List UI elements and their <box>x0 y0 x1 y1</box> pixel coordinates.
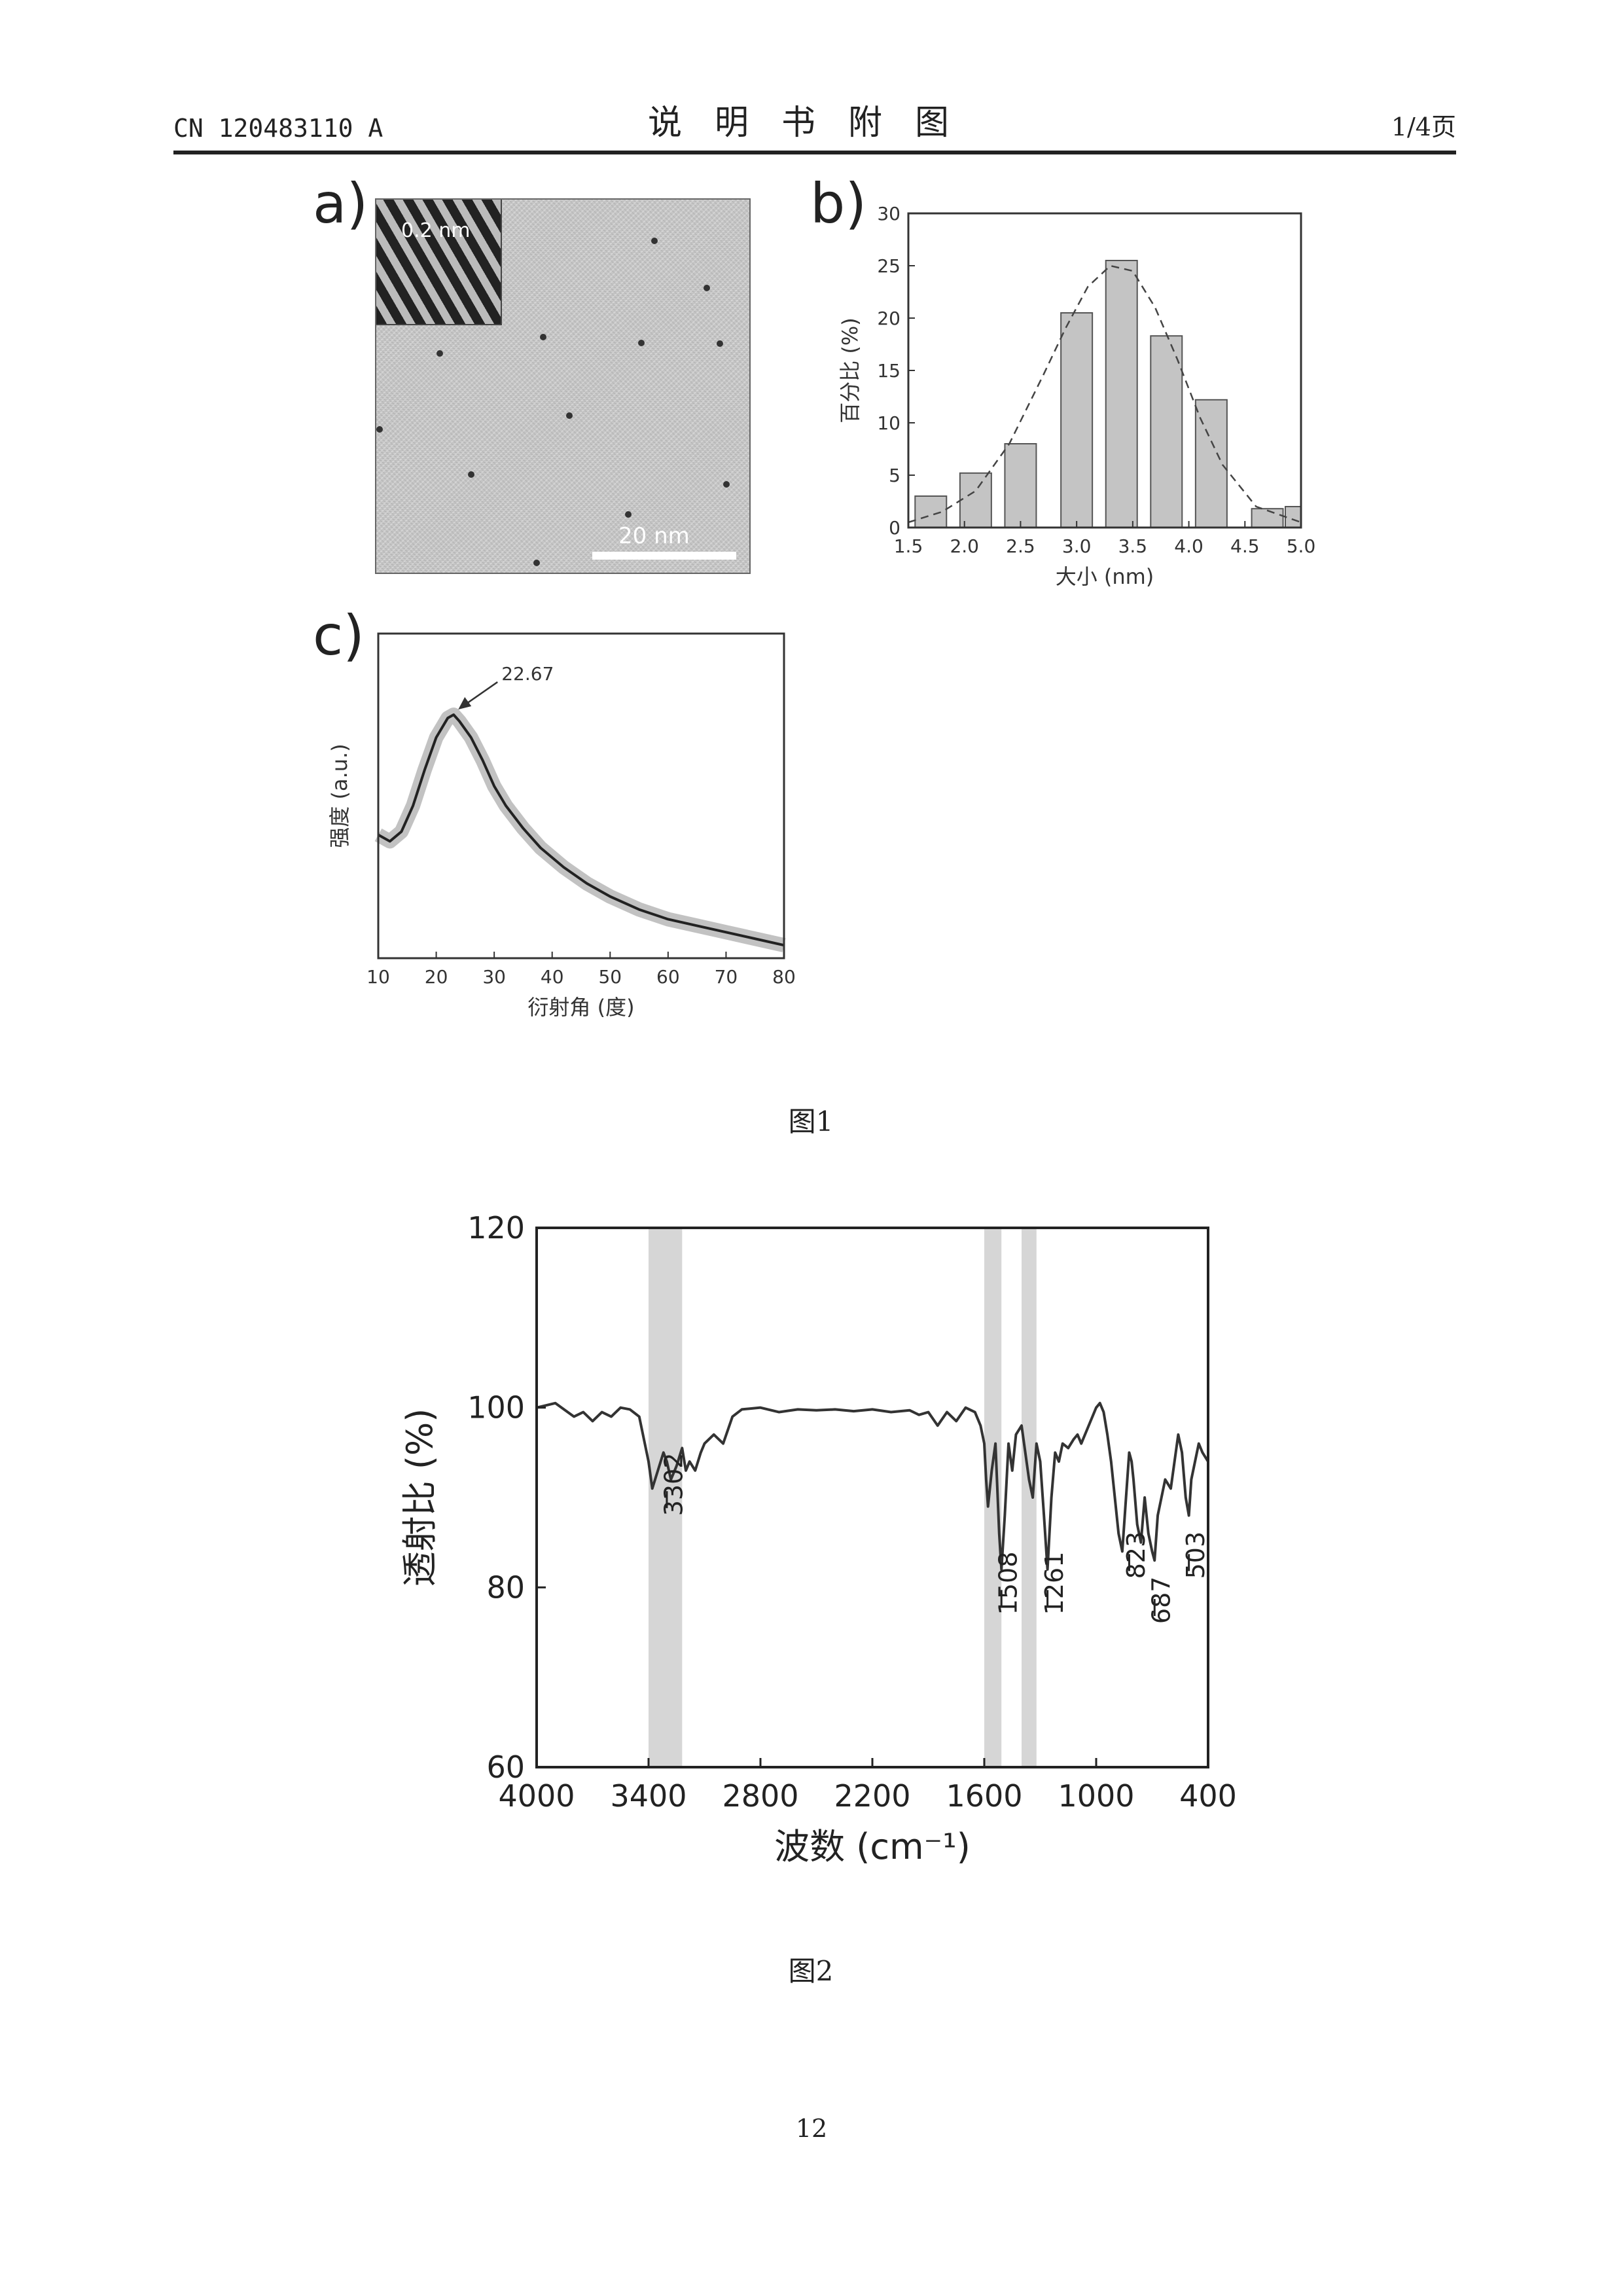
histogram-bar <box>1252 509 1283 528</box>
x-tick-label: 2.5 <box>1006 535 1035 557</box>
y-tick-label: 10 <box>877 412 901 434</box>
x-tick-label: 1600 <box>946 1778 1022 1814</box>
y-tick-label: 120 <box>467 1210 525 1246</box>
highlight-band <box>1022 1228 1037 1767</box>
x-tick-label: 2200 <box>834 1778 910 1814</box>
x-tick-label: 50 <box>598 966 622 988</box>
y-tick-label: 20 <box>877 308 901 329</box>
x-tick-label: 60 <box>656 966 680 988</box>
x-tick-label: 3.0 <box>1062 535 1092 557</box>
y-tick-label: 15 <box>877 360 901 382</box>
x-axis-title: 波数 (cm⁻¹) <box>774 1826 971 1867</box>
xrd-pattern-chart: 10 20 30 40 50 60 70 80 22.67 衍射角 (度) 强度 (a.u.) <box>327 634 796 1020</box>
peak-label: 823 <box>1122 1532 1150 1579</box>
x-tick-label: 4.0 <box>1174 535 1204 557</box>
size-distribution-chart: 1.52.02.53.03.54.04.55.0051015202530大小 (… <box>838 203 1315 589</box>
peak-label: 3302 <box>659 1453 688 1516</box>
xrd-noise-band <box>378 715 784 945</box>
x-axis-title: 衍射角 (度) <box>527 995 634 1020</box>
y-axis-title: 强度 (a.u.) <box>327 744 352 848</box>
x-axis-title: 大小 (nm) <box>1056 564 1154 589</box>
histogram-bar <box>960 473 991 528</box>
y-axis-title: 透射比 (%) <box>399 1408 440 1587</box>
histogram-bar <box>1061 313 1092 528</box>
figure2-caption: 图2 <box>713 1949 909 1989</box>
x-tick-label: 2.0 <box>950 535 979 557</box>
x-tick-label: 10 <box>366 966 390 988</box>
page-number: 12 <box>0 2114 1623 2143</box>
y-tick-label: 80 <box>486 1570 525 1605</box>
x-tick-label: 1000 <box>1058 1778 1134 1814</box>
histogram-bar <box>1150 336 1182 528</box>
peak-label: 503 <box>1181 1532 1210 1579</box>
y-axis-title: 百分比 (%) <box>838 317 863 423</box>
x-tick-label: 3400 <box>610 1778 687 1814</box>
peak-annotation: 22.67 <box>501 663 554 685</box>
x-tick-label: 400 <box>1179 1778 1237 1814</box>
peak-arrowhead <box>458 697 471 709</box>
peak-label: 687 <box>1147 1577 1176 1624</box>
x-tick-label: 4.5 <box>1230 535 1260 557</box>
ftir-spectrum-chart: 4000340028002200160010004006080100120330… <box>399 1210 1237 1867</box>
y-tick-label: 30 <box>877 203 901 224</box>
plot-frame <box>537 1228 1208 1767</box>
y-tick-label: 5 <box>889 465 901 486</box>
x-tick-label: 3.5 <box>1118 535 1148 557</box>
histogram-bar <box>915 496 946 528</box>
x-tick-label: 5.0 <box>1287 535 1316 557</box>
x-tick-label: 30 <box>482 966 506 988</box>
y-tick-label: 25 <box>877 255 901 277</box>
histogram-bar <box>1106 260 1137 528</box>
x-tick-label: 40 <box>541 966 564 988</box>
x-tick-label: 20 <box>425 966 448 988</box>
figure1-caption: 图1 <box>713 1100 909 1139</box>
x-tick-label: 70 <box>715 966 738 988</box>
peak-label: 1261 <box>1040 1552 1069 1615</box>
histogram-bar <box>1005 444 1036 528</box>
ftir-line <box>537 1403 1208 1570</box>
y-tick-label: 60 <box>486 1749 525 1785</box>
y-tick-label: 100 <box>467 1390 525 1426</box>
x-tick-label: 80 <box>772 966 796 988</box>
peak-label: 1508 <box>994 1552 1023 1615</box>
histogram-bar <box>1285 507 1301 528</box>
x-tick-label: 2800 <box>722 1778 798 1814</box>
plot-frame <box>378 634 784 958</box>
y-tick-label: 0 <box>889 517 901 539</box>
